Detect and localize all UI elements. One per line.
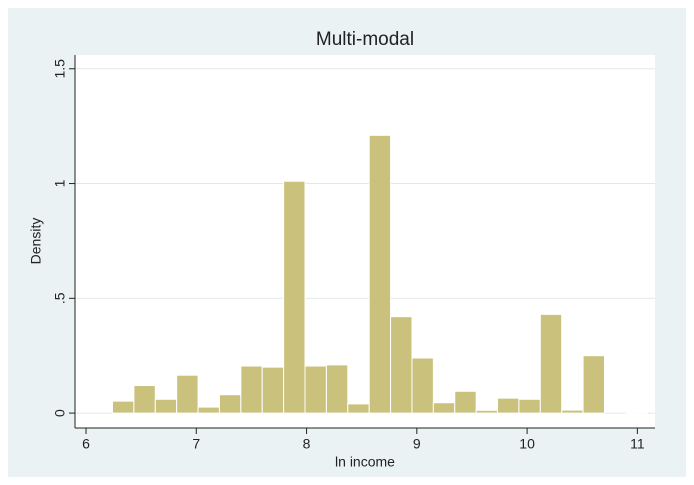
chart-title: Multi-modal [316, 29, 414, 50]
y-tick-label: 0 [52, 409, 68, 417]
bar [111, 400, 135, 414]
bar [283, 180, 306, 414]
bar [475, 409, 499, 414]
x-tick-label: 10 [519, 436, 535, 452]
bar [261, 366, 285, 414]
bar [325, 364, 349, 414]
bar [154, 398, 178, 414]
x-tick-label: 11 [630, 436, 645, 452]
y-tick-label: 1 [52, 179, 68, 187]
bar [176, 374, 199, 414]
x-axis-label: ln income [335, 454, 395, 470]
y-tick-label: 1.5 [52, 59, 68, 79]
bar [497, 397, 520, 414]
bar [197, 406, 220, 414]
bar [582, 355, 605, 414]
plot-region [75, 55, 655, 428]
x-tick-label: 9 [413, 436, 421, 452]
bar [347, 403, 370, 414]
bar [390, 316, 413, 414]
bar [539, 313, 563, 414]
bar [625, 411, 648, 414]
y-axis-label: Density [28, 218, 44, 265]
bar [454, 390, 477, 414]
bar [561, 409, 584, 414]
bar [518, 398, 541, 414]
bar [411, 357, 434, 414]
bar [432, 402, 456, 414]
x-tick-label: 7 [192, 436, 200, 452]
bar [304, 365, 327, 414]
y-tick-label: .5 [52, 292, 68, 304]
bar [240, 365, 263, 414]
x-tick-label: 8 [303, 436, 311, 452]
bar [133, 385, 156, 414]
x-tick-label: 6 [82, 436, 90, 452]
bar [218, 394, 242, 414]
bar [368, 134, 392, 414]
